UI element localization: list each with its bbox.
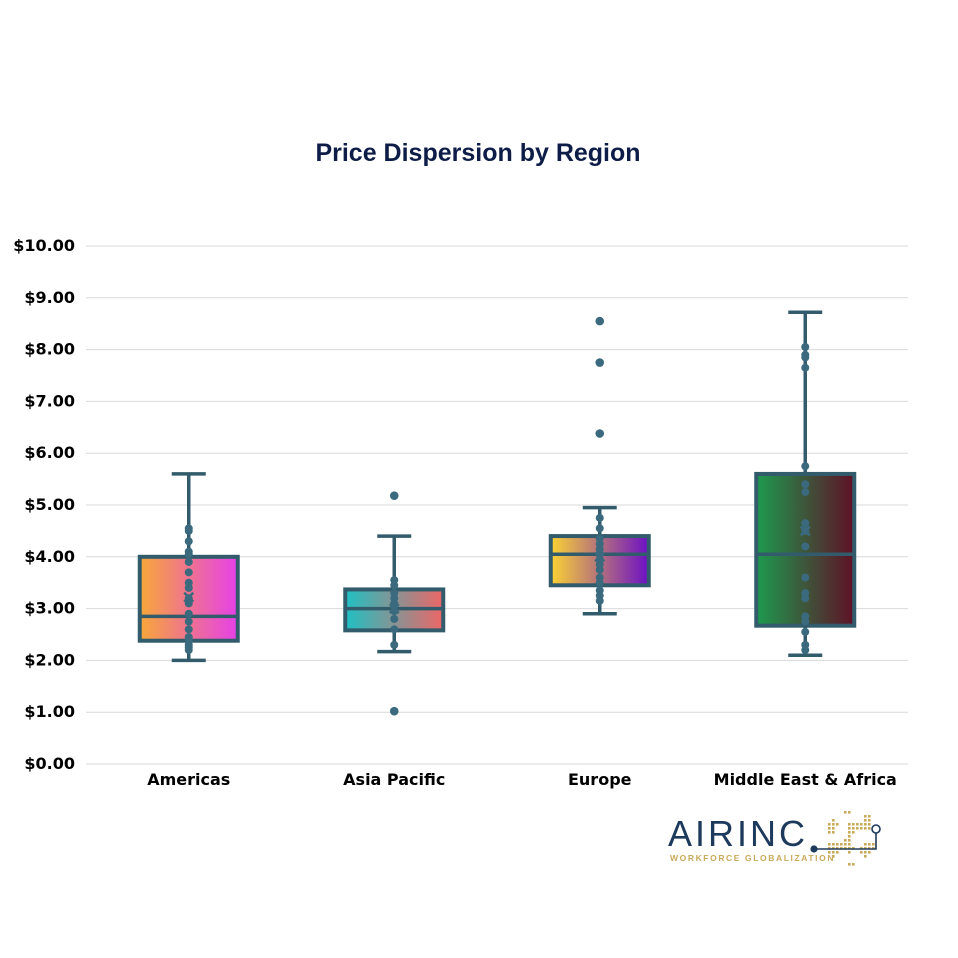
data-point (801, 612, 810, 621)
outlier-point (595, 358, 605, 367)
y-axis-tick-labels: $0.00 $1.00 $2.00 $3.00 $4.00 $5.00 $6.00 $7.00… (13, 236, 75, 773)
y-tick-label: $5.00 (24, 495, 75, 514)
data-point (595, 586, 604, 595)
data-point (184, 557, 193, 566)
data-point (801, 480, 810, 489)
data-point (801, 363, 810, 372)
data-point (184, 547, 193, 556)
x-category-label: Europe (568, 770, 632, 789)
gridlines (86, 245, 908, 765)
globe-icon (810, 811, 881, 866)
data-point (390, 625, 399, 634)
data-point (801, 350, 810, 359)
y-tick-label: $2.00 (24, 650, 75, 669)
data-point (801, 640, 810, 649)
data-point (390, 589, 399, 598)
mean-marker (388, 603, 400, 615)
logo-wordmark: AIRINC (668, 813, 809, 854)
data-point (801, 488, 810, 497)
data-point (184, 609, 193, 618)
y-tick-label: $6.00 (24, 443, 75, 462)
outlier-point (595, 316, 605, 326)
y-tick-label: $4.00 (24, 547, 75, 566)
data-point (595, 513, 604, 522)
mean-marker (183, 591, 195, 603)
y-tick-label: $10.00 (13, 236, 75, 255)
y-tick-label: $7.00 (24, 391, 75, 410)
x-axis-category-labels: Americas Asia Pacific Europe Middle East & … (147, 770, 897, 789)
data-point (184, 578, 193, 587)
x-category-label: Asia Pacific (343, 770, 445, 789)
data-point (801, 589, 810, 598)
data-point (595, 573, 604, 582)
airinc-logo: AIRINC WORKFORCE GLOBALIZATION (668, 805, 898, 871)
data-point (184, 617, 193, 626)
data-point (184, 633, 193, 642)
data-point (801, 627, 810, 636)
data-point (801, 573, 810, 582)
data-point (801, 542, 810, 551)
box-group (137, 472, 240, 663)
outlier-point (389, 491, 399, 500)
y-tick-label: $9.00 (24, 288, 75, 307)
x-category-label: Middle East & Africa (714, 770, 897, 789)
data-point (595, 534, 604, 543)
data-point (801, 462, 810, 471)
y-tick-label: $8.00 (24, 340, 75, 359)
data-point (184, 524, 193, 533)
box-group (754, 310, 857, 657)
chart-title: Price Dispersion by Region (315, 139, 640, 167)
data-point (184, 625, 193, 634)
outlier-point (389, 706, 399, 716)
data-point (801, 343, 810, 352)
data-point (184, 537, 193, 546)
mean-marker (594, 551, 606, 563)
y-tick-label: $3.00 (24, 599, 75, 618)
data-point (390, 614, 399, 623)
data-point (390, 640, 399, 649)
box-group (548, 316, 651, 616)
data-point (595, 524, 604, 533)
mean-marker (799, 525, 811, 537)
data-point (801, 519, 810, 528)
x-category-label: Americas (147, 770, 230, 789)
data-point (184, 568, 193, 577)
data-point (390, 576, 399, 585)
y-tick-label: $0.00 (24, 754, 75, 773)
logo-tagline: WORKFORCE GLOBALIZATION (670, 853, 836, 863)
box-plots (137, 310, 857, 716)
y-tick-label: $1.00 (24, 702, 75, 721)
outlier-point (595, 429, 605, 438)
box-group (343, 491, 446, 716)
